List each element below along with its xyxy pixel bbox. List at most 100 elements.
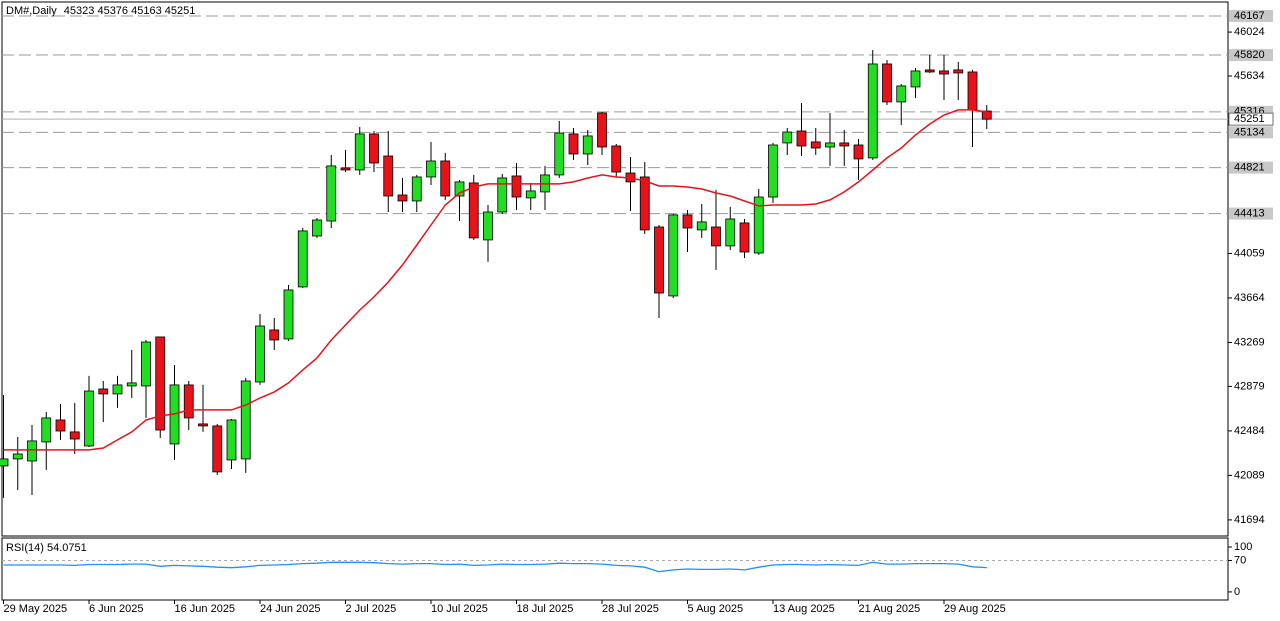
x-tick-label: 24 Jun 2025 bbox=[260, 603, 321, 615]
y-tick-label: 43269 bbox=[1234, 336, 1265, 348]
current-price-label: 45251 bbox=[1234, 113, 1265, 125]
candle-body bbox=[910, 70, 921, 88]
candle-body bbox=[497, 177, 508, 213]
candle-body bbox=[468, 182, 479, 239]
candle-body bbox=[312, 219, 322, 237]
x-tick-label: 6 Jun 2025 bbox=[89, 603, 143, 615]
candle-body bbox=[212, 425, 223, 473]
level-label-box bbox=[1229, 9, 1273, 22]
candle-body bbox=[226, 419, 237, 461]
header-low: 45163 bbox=[131, 5, 162, 17]
y-tick-label: 41694 bbox=[1234, 514, 1265, 526]
candle-body bbox=[155, 336, 166, 431]
candle-body bbox=[867, 63, 878, 159]
candle-body bbox=[796, 130, 807, 147]
candle-body bbox=[839, 142, 850, 147]
rsi-line bbox=[3, 561, 987, 573]
level-label: 45820 bbox=[1234, 49, 1265, 61]
candle-body bbox=[369, 133, 379, 164]
x-tick-label: 28 Jul 2025 bbox=[602, 603, 659, 615]
candle-body bbox=[340, 167, 351, 171]
chart-header: DM#,Daily 45323 45376 45163 45251 bbox=[6, 5, 195, 17]
rsi-tick-label: 0 bbox=[1234, 586, 1240, 598]
x-tick-label: 5 Aug 2025 bbox=[688, 603, 744, 615]
candle-body bbox=[739, 222, 750, 253]
candle-body bbox=[810, 141, 821, 149]
candle-body bbox=[711, 226, 721, 247]
x-tick-label: 29 Aug 2025 bbox=[944, 603, 1006, 615]
x-tick-label: 18 Jul 2025 bbox=[517, 603, 574, 615]
candle-body bbox=[753, 196, 764, 254]
rsi-pane bbox=[1, 537, 1229, 601]
candle-body bbox=[924, 69, 935, 73]
candle-body bbox=[12, 453, 23, 460]
y-tick-label: 42484 bbox=[1234, 425, 1265, 437]
candle-body bbox=[84, 390, 94, 447]
y-tick-label: 43664 bbox=[1234, 292, 1265, 304]
candle-body bbox=[198, 423, 208, 427]
candle-body bbox=[882, 63, 892, 103]
price-pane bbox=[1, 1, 1229, 537]
candle-body bbox=[782, 131, 793, 144]
rsi-header: RSI(14) 54.0751 bbox=[6, 542, 87, 554]
candle-body bbox=[126, 382, 137, 387]
candle-body bbox=[597, 112, 607, 148]
level-label: 46167 bbox=[1234, 10, 1265, 22]
candle-body bbox=[0, 458, 9, 467]
candle-body bbox=[41, 417, 52, 443]
candle-body bbox=[397, 194, 408, 202]
symbol: DM#,Daily bbox=[6, 5, 57, 17]
x-tick-label: 13 Aug 2025 bbox=[773, 603, 835, 615]
candle-body bbox=[326, 165, 337, 222]
candle-body bbox=[554, 132, 565, 176]
candle-body bbox=[981, 110, 992, 120]
header-open: 45323 bbox=[64, 5, 95, 17]
candle-body bbox=[967, 71, 978, 111]
candle-body bbox=[112, 384, 123, 395]
candle-body bbox=[853, 144, 864, 160]
x-tick-label: 21 Aug 2025 bbox=[859, 603, 921, 615]
candle-body bbox=[483, 211, 493, 241]
rsi-tick-label: 70 bbox=[1234, 554, 1246, 566]
candle-body bbox=[55, 419, 66, 432]
candle-body bbox=[639, 176, 650, 231]
level-label-box bbox=[1229, 161, 1273, 174]
candle-body bbox=[240, 380, 251, 460]
level-label: 44413 bbox=[1234, 207, 1265, 219]
y-tick-label: 45634 bbox=[1234, 70, 1265, 82]
candle-body bbox=[98, 388, 109, 395]
level-label: 45134 bbox=[1234, 126, 1265, 138]
x-tick-label: 2 Jul 2025 bbox=[346, 603, 397, 615]
candle-body bbox=[426, 160, 436, 178]
candle-body bbox=[654, 226, 664, 294]
candle-body bbox=[27, 440, 37, 462]
level-label: 44821 bbox=[1234, 162, 1265, 174]
candle-body bbox=[696, 221, 707, 231]
x-tick-label: 29 May 2025 bbox=[4, 603, 68, 615]
candle-body bbox=[896, 85, 907, 103]
candle-body bbox=[768, 144, 778, 198]
candle-body bbox=[611, 145, 622, 173]
y-tick-label: 44059 bbox=[1234, 247, 1265, 259]
header-close: 45251 bbox=[165, 5, 196, 17]
rsi-last: 54.0751 bbox=[47, 542, 87, 554]
rsi-title: RSI(14) bbox=[6, 542, 44, 554]
candle-body bbox=[525, 190, 536, 199]
candle-body bbox=[440, 160, 451, 197]
candle-body bbox=[283, 289, 294, 340]
y-tick-label: 46024 bbox=[1234, 26, 1265, 38]
candle-body bbox=[141, 341, 151, 387]
level-label-box bbox=[1229, 49, 1273, 62]
level-label-box bbox=[1229, 126, 1273, 139]
x-tick-label: 10 Jul 2025 bbox=[431, 603, 488, 615]
candle-body bbox=[269, 329, 280, 341]
candle-body bbox=[725, 218, 736, 247]
moving-average bbox=[3, 109, 987, 451]
candle-body bbox=[255, 325, 265, 383]
candle-body bbox=[411, 176, 422, 202]
x-tick-label: 16 Jun 2025 bbox=[175, 603, 236, 615]
candle-body bbox=[939, 70, 949, 75]
header-high: 45376 bbox=[97, 5, 128, 17]
rsi-tick-label: 100 bbox=[1234, 541, 1252, 553]
